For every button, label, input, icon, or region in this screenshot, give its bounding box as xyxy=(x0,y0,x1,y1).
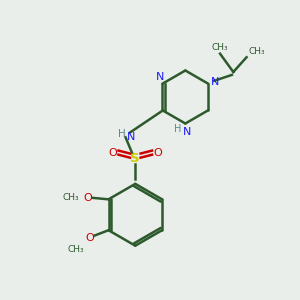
Text: CH₃: CH₃ xyxy=(249,47,265,56)
Text: CH₃: CH₃ xyxy=(67,245,84,254)
Text: S: S xyxy=(130,152,140,165)
Text: N: N xyxy=(183,127,191,137)
Text: O: O xyxy=(153,148,162,158)
Text: O: O xyxy=(109,148,118,158)
Text: CH₃: CH₃ xyxy=(212,43,228,52)
Text: N: N xyxy=(156,72,164,82)
Text: H: H xyxy=(118,129,126,139)
Text: N: N xyxy=(127,132,135,142)
Text: O: O xyxy=(83,193,92,203)
Text: H: H xyxy=(174,124,182,134)
Text: O: O xyxy=(86,233,94,244)
Text: N: N xyxy=(211,77,219,87)
Text: CH₃: CH₃ xyxy=(63,193,80,202)
